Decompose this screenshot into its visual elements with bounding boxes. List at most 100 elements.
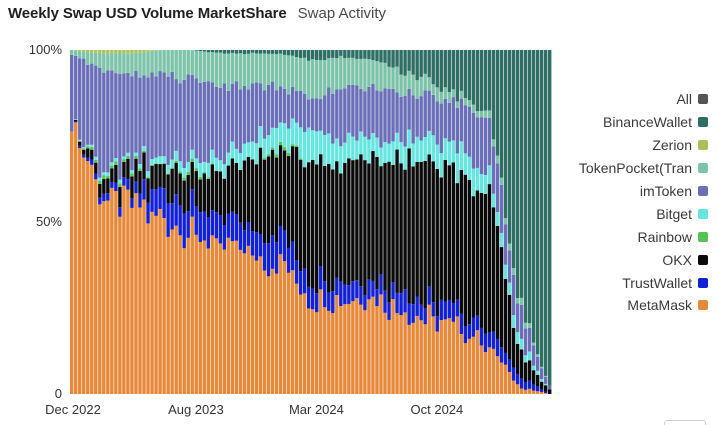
week-bar[interactable]	[448, 50, 451, 394]
week-bar[interactable]	[311, 50, 314, 394]
week-bar[interactable]	[227, 50, 230, 394]
week-bar[interactable]	[110, 50, 113, 394]
week-bar[interactable]	[464, 50, 467, 394]
week-bar[interactable]	[452, 50, 455, 394]
week-bar[interactable]	[86, 50, 89, 394]
week-bar[interactable]	[403, 50, 406, 394]
week-bar[interactable]	[524, 50, 527, 394]
week-bar[interactable]	[472, 50, 475, 394]
week-bar[interactable]	[94, 50, 97, 394]
week-bar[interactable]	[150, 50, 153, 394]
week-bar[interactable]	[279, 50, 282, 394]
week-bar[interactable]	[154, 50, 157, 394]
week-bar[interactable]	[512, 50, 515, 394]
legend-item[interactable]: MetaMask	[540, 294, 708, 317]
week-bar[interactable]	[102, 50, 105, 394]
week-bar[interactable]	[423, 50, 426, 394]
week-bar[interactable]	[399, 50, 402, 394]
week-bar[interactable]	[122, 50, 125, 394]
week-bar[interactable]	[335, 50, 338, 394]
week-bar[interactable]	[319, 50, 322, 394]
week-bar[interactable]	[436, 50, 439, 394]
week-bar[interactable]	[307, 50, 310, 394]
week-bar[interactable]	[359, 50, 362, 394]
week-bar[interactable]	[520, 50, 523, 394]
week-bar[interactable]	[78, 50, 81, 394]
week-bar[interactable]	[347, 50, 350, 394]
week-bar[interactable]	[138, 50, 141, 394]
week-bar[interactable]	[496, 50, 499, 394]
week-bar[interactable]	[195, 50, 198, 394]
week-bar[interactable]	[331, 50, 334, 394]
week-bar[interactable]	[528, 50, 531, 394]
week-bar[interactable]	[142, 50, 145, 394]
week-bar[interactable]	[243, 50, 246, 394]
week-bar[interactable]	[504, 50, 507, 394]
week-bar[interactable]	[508, 50, 511, 394]
week-bar[interactable]	[500, 50, 503, 394]
week-bar[interactable]	[231, 50, 234, 394]
week-bar[interactable]	[480, 50, 483, 394]
week-bar[interactable]	[415, 50, 418, 394]
week-bar[interactable]	[339, 50, 342, 394]
week-bar[interactable]	[182, 50, 185, 394]
week-bar[interactable]	[162, 50, 165, 394]
week-bar[interactable]	[158, 50, 161, 394]
week-bar[interactable]	[516, 50, 519, 394]
week-bar[interactable]	[299, 50, 302, 394]
week-bar[interactable]	[427, 50, 430, 394]
week-bar[interactable]	[251, 50, 254, 394]
week-bar[interactable]	[215, 50, 218, 394]
week-bar[interactable]	[114, 50, 117, 394]
week-bar[interactable]	[247, 50, 250, 394]
week-bar[interactable]	[235, 50, 238, 394]
week-bar[interactable]	[343, 50, 346, 394]
week-bar[interactable]	[239, 50, 242, 394]
week-bar[interactable]	[484, 50, 487, 394]
legend-item[interactable]: Zerion	[540, 134, 708, 157]
week-bar[interactable]	[532, 50, 535, 394]
week-bar[interactable]	[271, 50, 274, 394]
week-bar[interactable]	[263, 50, 266, 394]
week-bar[interactable]	[488, 50, 491, 394]
legend-item[interactable]: TrustWallet	[540, 271, 708, 294]
week-bar[interactable]	[134, 50, 137, 394]
week-bar[interactable]	[199, 50, 202, 394]
week-bar[interactable]	[367, 50, 370, 394]
week-bar[interactable]	[419, 50, 422, 394]
legend-item[interactable]: Rainbow	[540, 225, 708, 248]
week-bar[interactable]	[118, 50, 121, 394]
week-bar[interactable]	[456, 50, 459, 394]
legend-item[interactable]: BinanceWallet	[540, 111, 708, 134]
week-bar[interactable]	[407, 50, 410, 394]
week-bar[interactable]	[74, 50, 77, 394]
week-bar[interactable]	[303, 50, 306, 394]
week-bar[interactable]	[371, 50, 374, 394]
week-bar[interactable]	[186, 50, 189, 394]
week-bar[interactable]	[395, 50, 398, 394]
week-bar[interactable]	[126, 50, 129, 394]
week-bar[interactable]	[323, 50, 326, 394]
week-bar[interactable]	[375, 50, 378, 394]
week-bar[interactable]	[146, 50, 149, 394]
week-bar[interactable]	[174, 50, 177, 394]
week-bar[interactable]	[315, 50, 318, 394]
week-bar[interactable]	[178, 50, 181, 394]
week-bar[interactable]	[275, 50, 278, 394]
week-bar[interactable]	[166, 50, 169, 394]
week-bar[interactable]	[255, 50, 258, 394]
week-bar[interactable]	[267, 50, 270, 394]
week-bar[interactable]	[82, 50, 85, 394]
week-bar[interactable]	[432, 50, 435, 394]
week-bar[interactable]	[70, 50, 73, 394]
week-bar[interactable]	[355, 50, 358, 394]
week-bar[interactable]	[130, 50, 133, 394]
week-bar[interactable]	[383, 50, 386, 394]
legend-item[interactable]: Bitget	[540, 202, 708, 225]
week-bar[interactable]	[440, 50, 443, 394]
week-bar[interactable]	[460, 50, 463, 394]
week-bar[interactable]	[106, 50, 109, 394]
week-bar[interactable]	[259, 50, 262, 394]
legend-item[interactable]: OKX	[540, 248, 708, 271]
week-bar[interactable]	[476, 50, 479, 394]
